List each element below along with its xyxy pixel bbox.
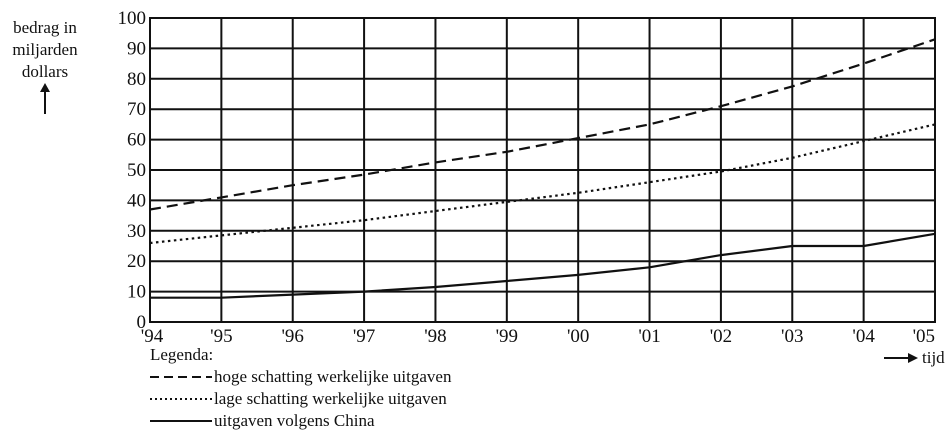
x-tick-label: '00 [567,326,589,347]
x-tick-label: '97 [353,326,375,347]
y-tick-label: 60 [127,130,146,151]
x-tick-label: '03 [781,326,803,347]
x-axis-label-text: tijd [922,348,945,367]
x-tick-label: '94 [141,326,164,347]
y-tick-label: 30 [127,221,146,242]
legend-swatch-dotted [150,398,212,400]
y-tick-label: 70 [127,99,146,120]
y-axis-label-line: miljarden [12,40,78,59]
series-line-hoge-schatting [149,38,936,211]
x-tick-label: '04 [852,326,875,347]
x-tick-label: '99 [496,326,518,347]
legend-label: uitgaven volgens China [214,411,375,430]
x-tick-label: '98 [424,326,446,347]
y-tick-label: 50 [127,160,146,181]
legend-swatch-solid [150,420,212,422]
legend-item-high: hoge schatting werkelijke uitgaven [150,366,451,388]
x-tick-label: '96 [282,326,304,347]
legend-label: hoge schatting werkelijke uitgaven [214,367,452,386]
y-tick-label: 100 [118,8,147,29]
legend-item-low: lage schatting werkelijke uitgaven [150,388,451,410]
x-tick-label: '01 [638,326,660,347]
y-tick-label: 90 [127,38,146,59]
y-tick-label: 80 [127,69,146,90]
y-tick-label: 0 [137,312,147,333]
y-axis-label: bedrag in miljarden dollars [4,17,86,121]
legend-label: lage schatting werkelijke uitgaven [214,389,447,408]
y-axis-label-line: bedrag in [13,18,77,37]
y-tick-label: 20 [127,251,146,272]
legend-title: Legenda: [150,345,214,364]
x-tick-label: '02 [710,326,732,347]
legend-swatch-dashed [150,376,212,378]
right-arrow-icon [884,353,918,363]
x-tick-label: '95 [210,326,232,347]
y-tick-label: 40 [127,190,146,211]
y-tick-label: 10 [127,282,146,303]
series-line-china [150,232,936,299]
legend: Legenda: hoge schatting werkelijke uitga… [150,344,451,432]
x-tick-label: '05 [913,326,935,347]
series-line-lage-schatting [149,123,936,245]
y-axis-label-line: dollars [21,62,69,81]
plot-frame [149,17,936,323]
up-arrow-icon [40,83,50,114]
legend-item-china: uitgaven volgens China [150,410,451,432]
x-axis-label: tijd [884,348,945,368]
